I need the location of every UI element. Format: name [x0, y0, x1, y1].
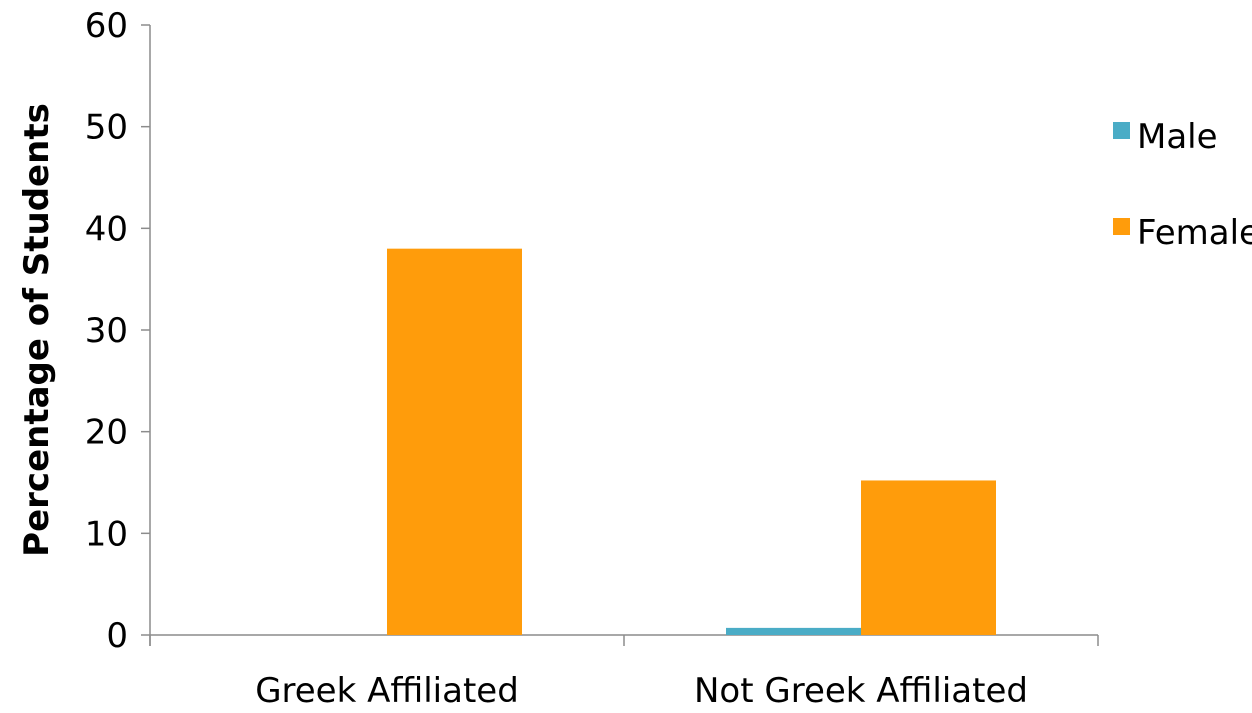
bar-male-1: [726, 627, 861, 635]
x-category-label: Greek Affiliated: [255, 671, 519, 709]
y-tick-label: 50: [85, 108, 128, 148]
bar-female-1: [861, 480, 996, 635]
y-axis-title: Percentage of Students: [17, 103, 57, 557]
x-ticks: Greek Affiliated Not Greek Affiliated: [149, 635, 1099, 711]
y-tick-label: 60: [85, 6, 128, 46]
y-tick-label: 40: [85, 209, 128, 249]
legend: Male Female: [1113, 117, 1252, 253]
legend-label-male: Male: [1137, 117, 1218, 157]
bar-female-0: [387, 248, 522, 635]
y-tick-label: 0: [106, 616, 128, 656]
legend-swatch-male: [1113, 122, 1130, 139]
y-ticks: 0 10 20 30 40 50 60: [85, 6, 150, 656]
y-tick-label: 20: [85, 413, 128, 453]
legend-swatch-female: [1113, 218, 1130, 235]
y-tick-label: 30: [85, 311, 128, 351]
y-tick-label: 10: [85, 514, 128, 554]
legend-label-female: Female: [1137, 213, 1252, 253]
x-category-label: Not Greek Affiliated: [694, 671, 1028, 709]
bars: [387, 248, 996, 635]
